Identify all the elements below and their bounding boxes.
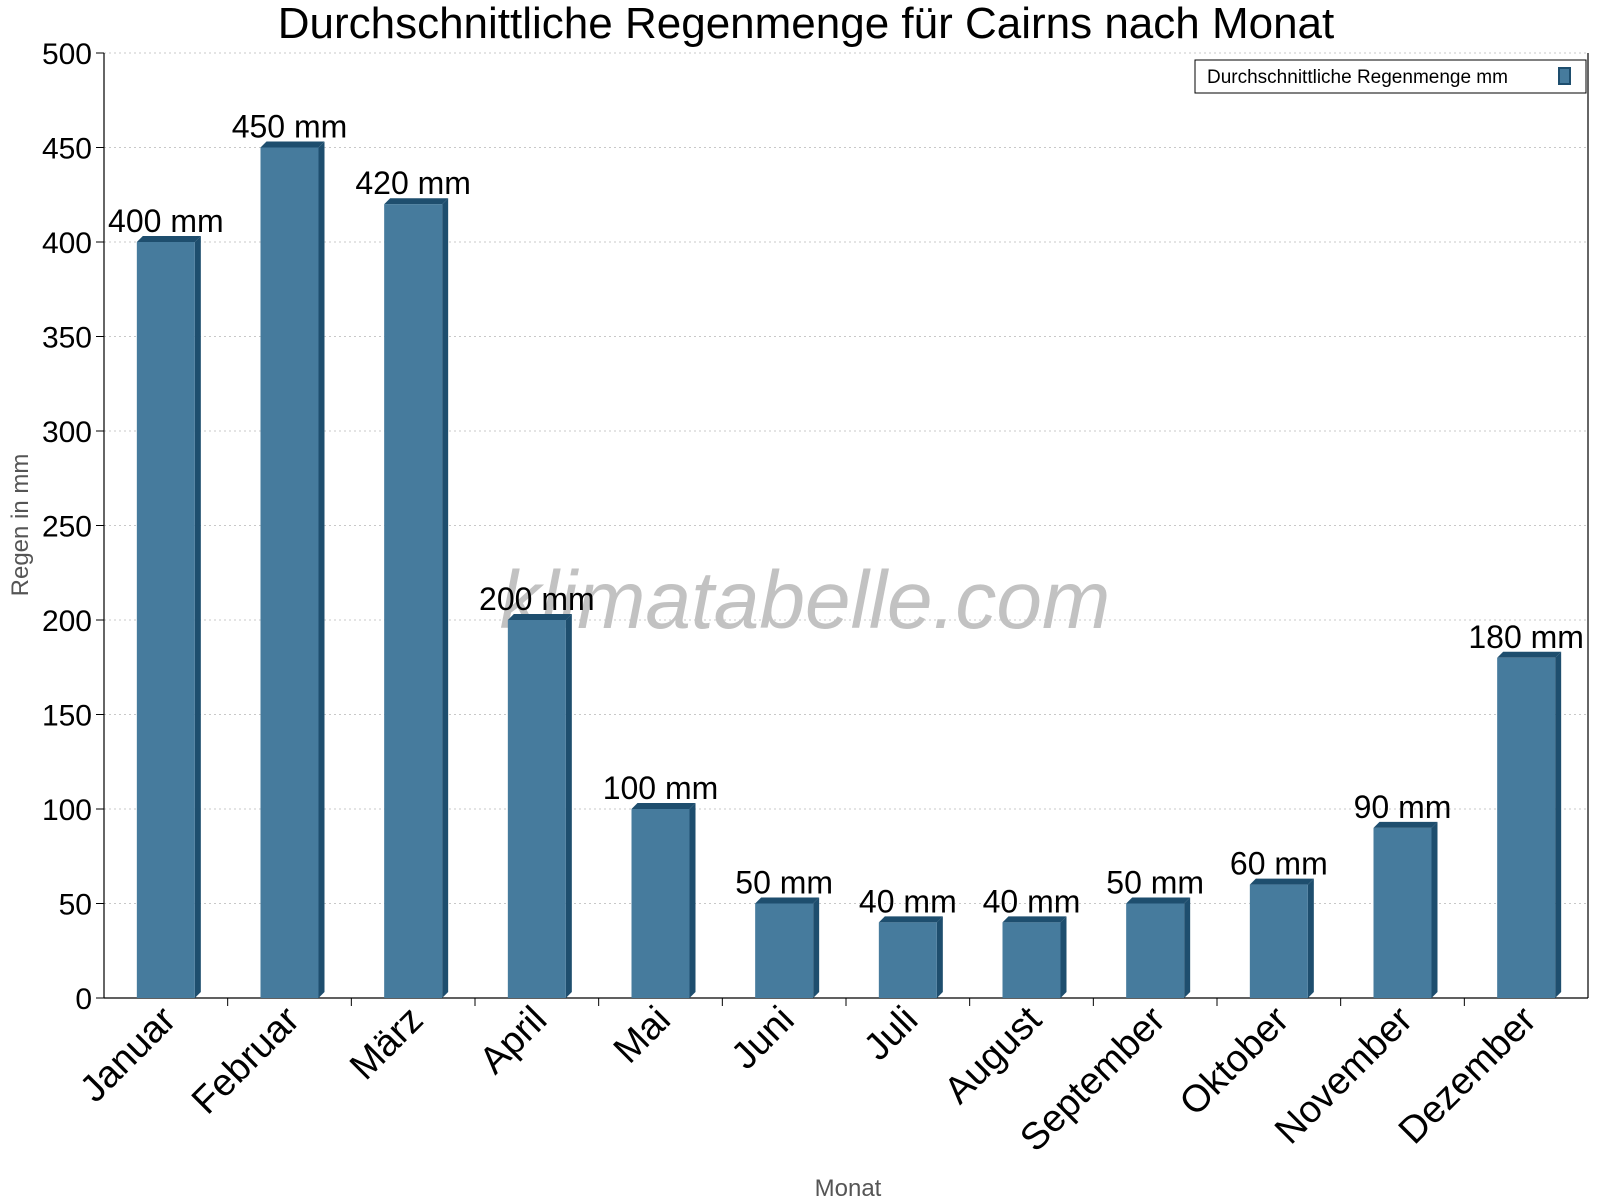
bar-side-face — [318, 141, 325, 998]
bar-side-face — [1431, 821, 1438, 998]
data-label: 90 mm — [1354, 789, 1452, 825]
bar-februar — [260, 141, 325, 998]
bar-front-face — [1002, 922, 1061, 998]
bar-top-face — [631, 803, 696, 809]
y-tick-label: 300 — [42, 416, 92, 449]
bar-side-face — [813, 897, 820, 998]
bar-side-face — [442, 198, 449, 998]
y-tick-label: 350 — [42, 322, 92, 355]
bar-top-face — [1002, 916, 1067, 923]
bar-top-face — [1497, 651, 1562, 658]
data-label: 60 mm — [1230, 846, 1328, 882]
bar-top-face — [878, 916, 943, 923]
bar-märz — [384, 198, 449, 998]
bar-side-face — [565, 614, 572, 998]
bar-front-face — [631, 809, 690, 998]
bar-front-face — [136, 242, 195, 998]
y-tick-label: 450 — [42, 133, 92, 166]
bar-front-face — [260, 147, 319, 998]
x-tick-label: August — [937, 998, 1051, 1112]
x-tick-label: Mai — [606, 999, 679, 1072]
bar-front-face — [878, 922, 937, 998]
bar-top-face — [384, 198, 449, 205]
y-tick-label: 250 — [42, 511, 92, 544]
x-tick-label: Februar — [184, 998, 308, 1122]
y-tick-label: 400 — [42, 227, 92, 260]
data-label: 40 mm — [983, 883, 1081, 919]
bar-side-face — [1184, 897, 1191, 998]
bar-september — [1126, 897, 1191, 998]
bar-top-face — [260, 141, 325, 148]
bar-front-face — [384, 204, 443, 998]
y-tick-label: 0 — [75, 983, 92, 1016]
x-tick-label: Juni — [724, 999, 803, 1078]
bar-front-face — [1373, 827, 1432, 998]
bar-top-face — [1373, 821, 1438, 828]
data-label: 450 mm — [232, 109, 348, 145]
bar-top-face — [1249, 878, 1314, 885]
bar-top-face — [136, 236, 201, 242]
bar-april — [507, 614, 572, 998]
bar-top-face — [507, 614, 572, 620]
y-tick-label: 200 — [42, 605, 92, 638]
bar-front-face — [1249, 884, 1308, 998]
y-tick-label: 150 — [42, 700, 92, 733]
grid-lines — [104, 52, 1588, 904]
bar-side-face — [1307, 878, 1314, 998]
bar-dezember — [1497, 651, 1562, 998]
legend-label: Durchschnittliche Regenmenge mm — [1207, 67, 1508, 88]
bar-side-face — [1555, 651, 1562, 998]
data-label: 420 mm — [355, 165, 471, 201]
data-label: 50 mm — [1106, 865, 1204, 901]
x-tick-label: Oktober — [1172, 998, 1298, 1124]
chart-title: Durchschnittliche Regenmenge für Cairns … — [278, 0, 1335, 48]
y-tick-label: 100 — [42, 794, 92, 827]
bar-mai — [631, 803, 696, 998]
x-axis-ticks: Januar Februar März April Mai Juni Juli AugustS… — [72, 998, 1545, 1160]
bar-front-face — [755, 903, 814, 998]
bar-november — [1373, 821, 1438, 998]
data-label: 200 mm — [479, 581, 595, 617]
x-tick-label: April — [472, 999, 555, 1082]
bar-top-face — [755, 897, 820, 904]
bar-top-face — [1126, 897, 1191, 904]
bar-side-face — [689, 803, 696, 998]
bar-front-face — [1126, 903, 1185, 998]
data-label: 400 mm — [108, 203, 224, 239]
watermark-text: klimatabelle.com — [500, 555, 1111, 646]
bar-side-face — [1060, 916, 1067, 998]
bar-front-face — [507, 620, 566, 998]
legend-box — [1194, 59, 1587, 94]
data-label: 180 mm — [1468, 619, 1584, 655]
bar-juli — [878, 916, 943, 998]
y-axis-ticks: 0 50 100 150 200 250 300 350 400 450 500 — [42, 38, 104, 1016]
x-tick-label: März — [342, 999, 431, 1088]
data-label: 100 mm — [603, 770, 719, 806]
bar-oktober — [1249, 878, 1314, 998]
data-label: 50 mm — [735, 865, 833, 901]
x-axis-title: Monat — [815, 1175, 882, 1200]
bar-januar — [136, 236, 201, 998]
bar-side-face — [936, 916, 943, 998]
x-tick-label: Juli — [856, 999, 926, 1069]
bars — [136, 141, 1562, 998]
legend: Durchschnittliche Regenmenge mm — [1194, 59, 1587, 94]
bar-juni — [755, 897, 820, 998]
y-tick-label: 500 — [42, 38, 92, 71]
y-axis-title: Regen in mm — [7, 454, 34, 597]
legend-swatch — [1558, 67, 1571, 85]
data-label: 40 mm — [859, 883, 957, 919]
bar-side-face — [194, 236, 201, 998]
y-tick-label: 50 — [59, 889, 92, 922]
bar-august — [1002, 916, 1067, 998]
bar-front-face — [1497, 657, 1556, 998]
